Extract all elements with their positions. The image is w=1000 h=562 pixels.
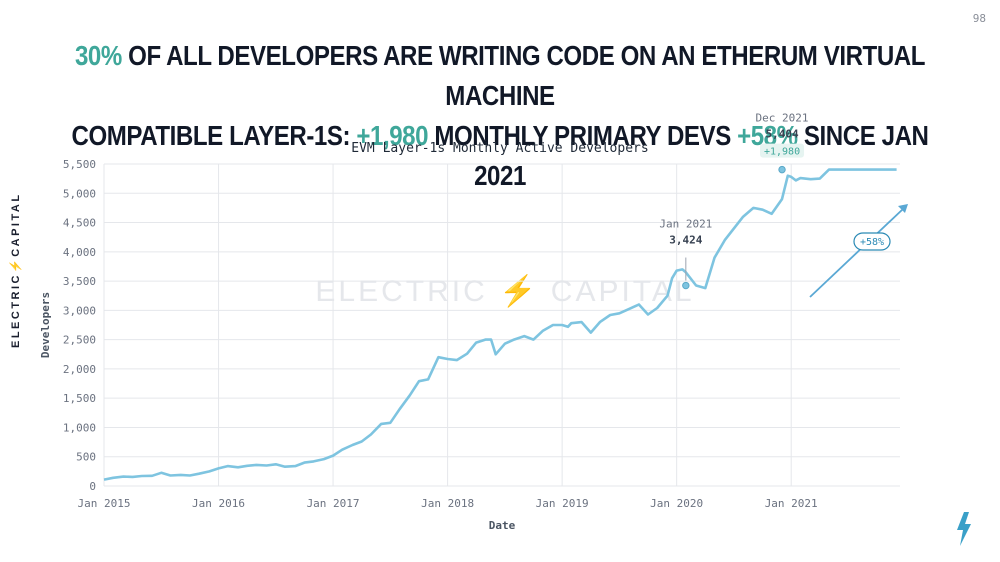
dec-2021-date-label: Dec 2021 xyxy=(756,112,809,125)
x-axis-ticks: Jan 2015 Jan 2016 Jan 2017 Jan 2018 Jan 2019… xyxy=(78,497,818,510)
jan-2021-value-label: 3,424 xyxy=(669,234,702,247)
y-tick-label: 2,500 xyxy=(63,334,96,347)
y-tick-label: 5,500 xyxy=(63,158,96,171)
x-tick-label: Jan 2016 xyxy=(192,497,245,510)
annotations: Jan 2021 3,424 Dec 2021 5,404 +1,980 +58… xyxy=(659,112,908,298)
headline-line-2: compatible Layer-1s: +1,980 monthly prim… xyxy=(70,116,930,196)
chart-title: EVM Layer-1s Monthly Active Developers xyxy=(351,141,648,156)
y-tick-label: 5,000 xyxy=(63,187,96,200)
headline-text-2a: compatible Layer-1s: xyxy=(71,120,357,151)
series-line xyxy=(103,168,897,481)
growth-percent-label: +58% xyxy=(860,237,884,248)
y-tick-label: 3,500 xyxy=(63,275,96,288)
chart-grid xyxy=(103,163,900,487)
headline-accent-percent: 30% xyxy=(74,40,122,71)
x-tick-label: Jan 2015 xyxy=(78,497,131,510)
y-axis-ticks: 0 500 1,000 1,500 2,000 2,500 3,000 3,500 4,000 4… xyxy=(63,158,96,493)
y-tick-label: 2,000 xyxy=(63,363,96,376)
y-axis-title: Developers xyxy=(39,292,52,358)
lightning-bolt-icon xyxy=(957,512,971,546)
y-tick-label: 4,500 xyxy=(63,217,96,230)
dec-2021-delta-badge xyxy=(760,143,805,158)
growth-arrowhead-icon xyxy=(898,204,908,213)
growth-arrow xyxy=(809,208,904,298)
headline-text-2c: since Jan 2021 xyxy=(474,120,929,191)
headline-text-1: of all developers are writing code on an… xyxy=(121,40,926,111)
headline-text-2b: monthly primary devs xyxy=(428,120,738,151)
dec-2021-marker xyxy=(778,165,786,174)
page-title: 30% of all developers are writing code o… xyxy=(70,36,930,196)
x-tick-label: Jan 2017 xyxy=(307,497,360,510)
y-tick-label: 1,000 xyxy=(63,421,96,434)
headline-line-1: 30% of all developers are writing code o… xyxy=(70,36,930,116)
x-axis-title: Date xyxy=(489,519,516,532)
y-tick-label: 3,000 xyxy=(63,304,96,317)
jan-2021-marker xyxy=(682,281,690,290)
dec-2021-delta-label: +1,980 xyxy=(764,147,800,158)
dec-2021-value-label: 5,404 xyxy=(765,128,798,141)
growth-percent-badge xyxy=(853,232,891,251)
x-tick-label: Jan 2021 xyxy=(765,497,818,510)
x-tick-label: Jan 2019 xyxy=(536,497,589,510)
x-tick-label: Jan 2018 xyxy=(421,497,474,510)
page-number: 98 xyxy=(972,12,986,25)
y-tick-label: 4,000 xyxy=(63,246,96,259)
watermark-logo: ELECTRIC ⚡ CAPITAL xyxy=(315,273,694,309)
y-tick-label: 0 xyxy=(89,480,96,493)
jan-2021-date-label: Jan 2021 xyxy=(659,218,712,231)
x-tick-label: Jan 2020 xyxy=(650,497,703,510)
y-tick-label: 500 xyxy=(76,451,96,464)
y-tick-label: 1,500 xyxy=(63,392,96,405)
headline-accent-devs: +1,980 xyxy=(356,120,429,151)
